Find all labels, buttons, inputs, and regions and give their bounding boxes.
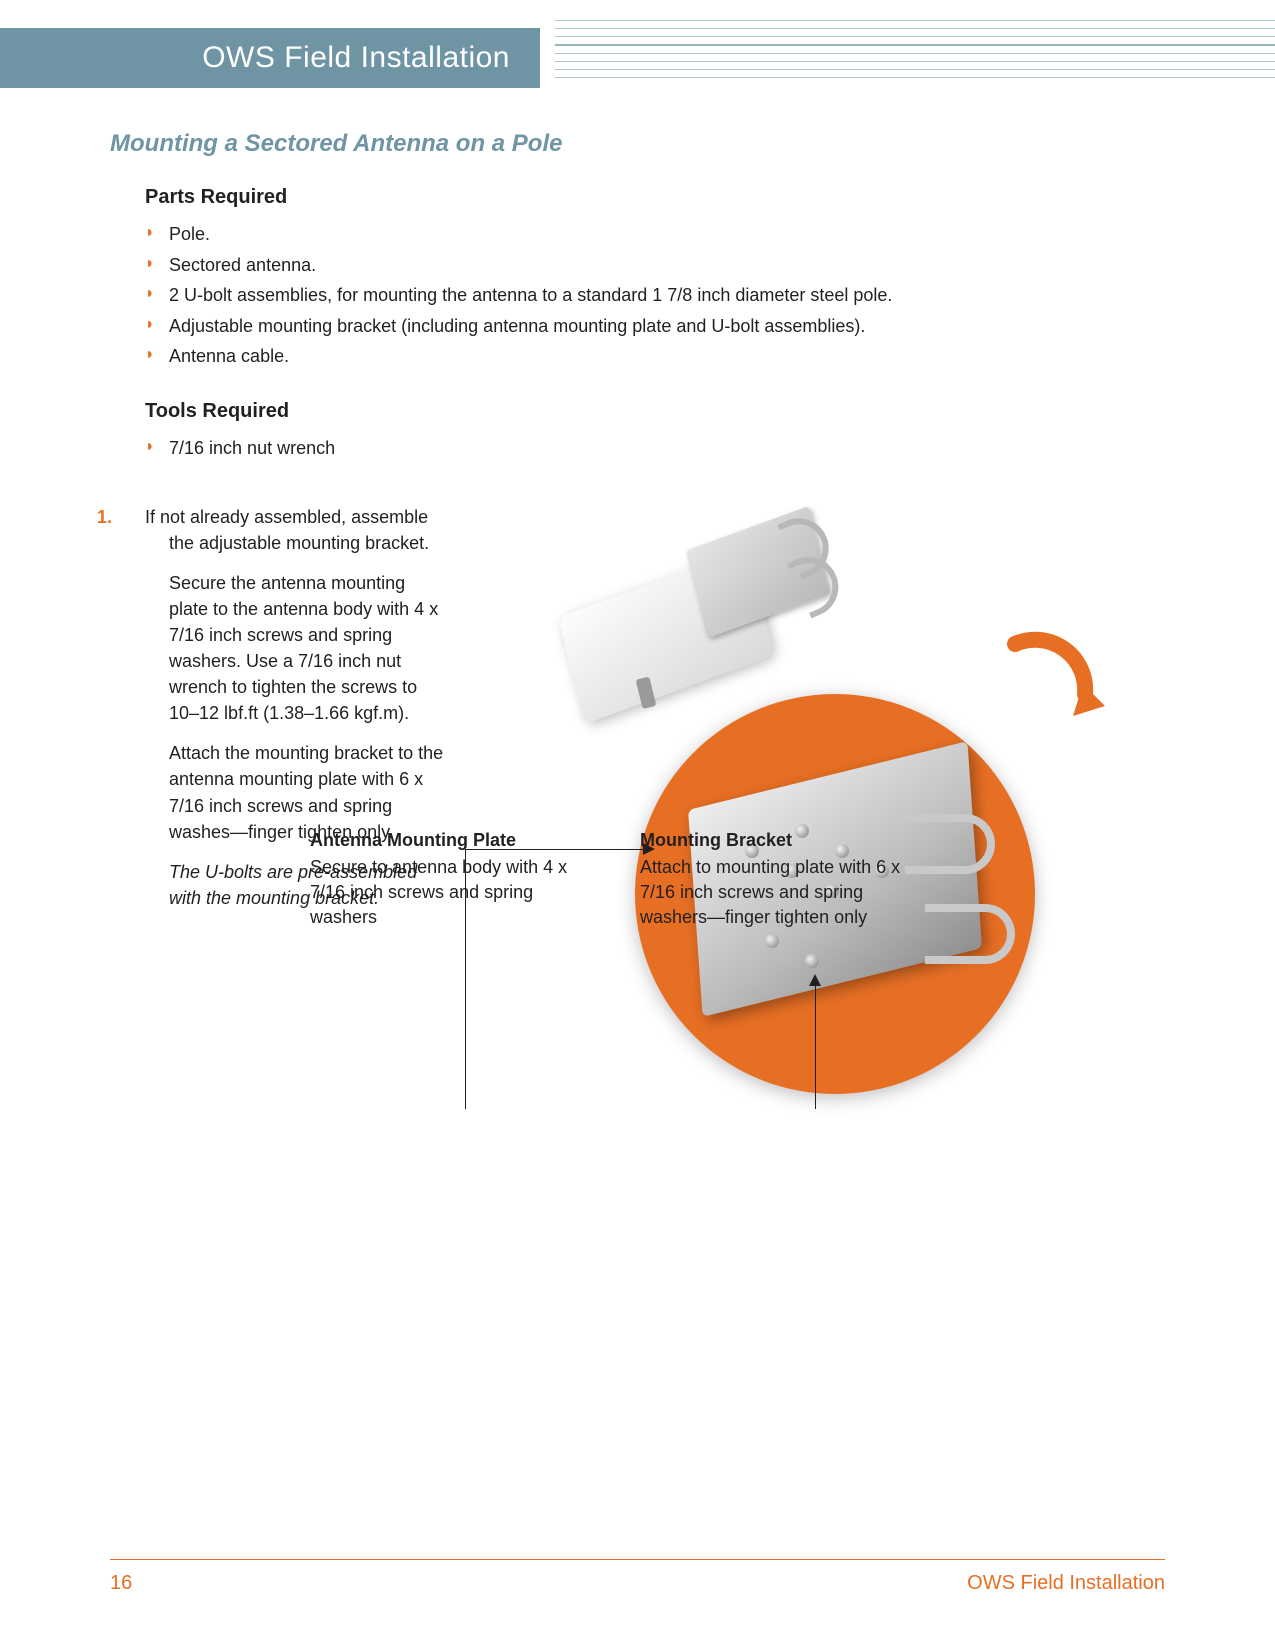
parts-item: 2 U-bolt assemblies, for mounting the an… xyxy=(145,280,1165,311)
tools-item: 7/16 inch nut wrench xyxy=(145,433,1165,464)
header-title: OWS Field Installation xyxy=(202,41,510,75)
swoosh-arrow-icon xyxy=(995,624,1105,734)
section-title: Mounting a Sectored Antenna on a Pole xyxy=(110,130,1165,158)
step-number: 1. xyxy=(121,504,145,530)
parts-item: Adjustable mounting bracket (including a… xyxy=(145,311,1165,342)
callout-left-title: Antenna Mounting Plate xyxy=(310,830,580,851)
parts-item: Antenna cable. xyxy=(145,341,1165,372)
parts-heading: Parts Required xyxy=(145,186,1165,209)
callout-right-body: Attach to mounting plate with 6 x 7/16 i… xyxy=(640,855,910,931)
step-line: 1.If not already assembled, assemble the… xyxy=(145,504,445,556)
figure-area xyxy=(485,504,1165,1124)
header-band: OWS Field Installation xyxy=(0,28,540,88)
parts-item: Sectored antenna. xyxy=(145,250,1165,281)
leader-line xyxy=(815,984,816,1109)
step-block: 1.If not already assembled, assemble the… xyxy=(145,504,1165,1124)
callout-right-title: Mounting Bracket xyxy=(640,830,910,851)
footer-title: OWS Field Installation xyxy=(967,1572,1165,1595)
callout-right: Mounting Bracket Attach to mounting plat… xyxy=(640,830,910,931)
parts-item: Pole. xyxy=(145,219,1165,250)
footer-rule xyxy=(110,1559,1165,1560)
callout-left: Antenna Mounting Plate Secure to antenna… xyxy=(310,830,580,931)
step-p1: If not already assembled, assemble the a… xyxy=(145,507,429,553)
page-number: 16 xyxy=(110,1572,132,1595)
step-p2: Secure the antenna mounting plate to the… xyxy=(145,570,445,727)
page-content: Mounting a Sectored Antenna on a Pole Pa… xyxy=(110,130,1165,1124)
callouts: Antenna Mounting Plate Secure to antenna… xyxy=(310,830,1165,931)
header-decorative-lines xyxy=(555,20,1275,95)
tools-heading: Tools Required xyxy=(145,400,1165,423)
parts-list: Pole. Sectored antenna. 2 U-bolt assembl… xyxy=(145,219,1165,372)
callout-left-body: Secure to antenna body with 4 x 7/16 inc… xyxy=(310,855,580,931)
step-text: 1.If not already assembled, assemble the… xyxy=(145,504,445,1124)
arrowhead-icon xyxy=(809,974,821,986)
tools-list: 7/16 inch nut wrench xyxy=(145,433,1165,464)
